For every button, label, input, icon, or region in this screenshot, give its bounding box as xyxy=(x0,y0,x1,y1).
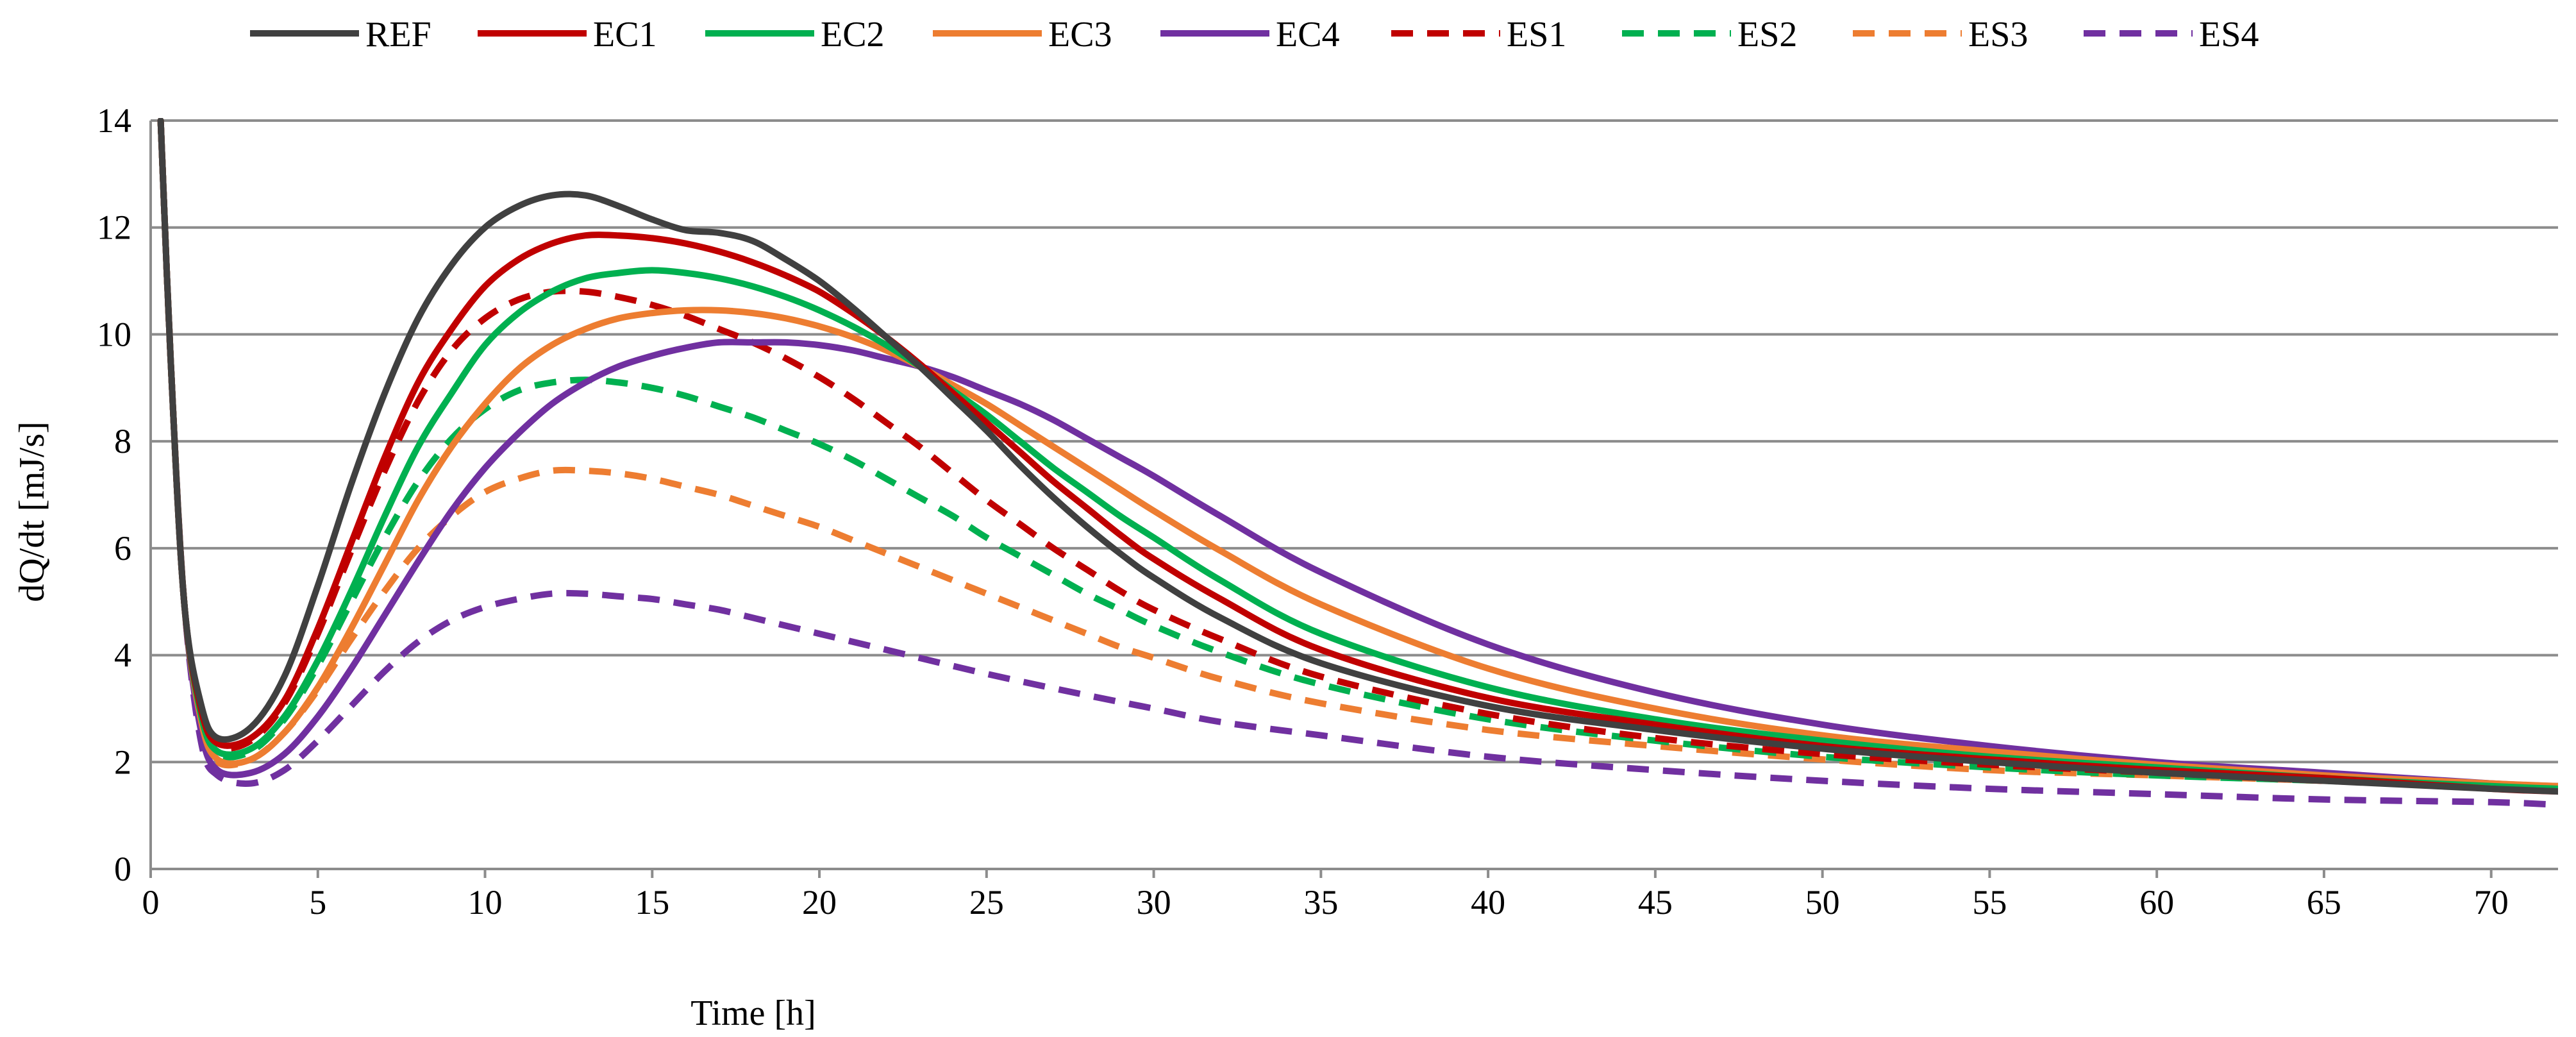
series-lines xyxy=(157,118,2558,808)
x-tick-label: 60 xyxy=(2139,883,2174,922)
legend-item-ec4: EC4 xyxy=(1160,15,1340,55)
x-tick-label: 30 xyxy=(1137,883,1171,922)
y-tick-label: 0 xyxy=(114,850,131,888)
x-tick-label: 5 xyxy=(309,883,326,922)
legend-label-ec2: EC2 xyxy=(821,15,885,55)
x-tick-label: 25 xyxy=(969,883,1004,922)
legend-label-es3: ES3 xyxy=(1968,15,2028,55)
axes xyxy=(149,121,2558,878)
x-tick-label: 10 xyxy=(468,883,503,922)
x-tick-label: 0 xyxy=(142,883,160,922)
legend-label-ref: REF xyxy=(365,15,431,55)
y-tick-label: 10 xyxy=(97,315,131,353)
x-tick-label: 65 xyxy=(2307,883,2341,922)
y-tick-label: 2 xyxy=(114,743,131,781)
legend-label-es2: ES2 xyxy=(1737,15,1797,55)
y-axis-title: dQ/dt [mJ/s] xyxy=(12,421,52,602)
series-line-es3 xyxy=(157,120,2558,790)
series-line-ec4 xyxy=(157,118,2558,789)
y-tick-label: 4 xyxy=(114,636,131,675)
y-tick-label: 12 xyxy=(97,208,131,247)
x-tick-label: 55 xyxy=(1972,883,2007,922)
legend-item-es4: ES4 xyxy=(2084,15,2259,55)
legend-label-ec3: EC3 xyxy=(1048,15,1112,55)
legend: REF EC1 EC2 EC3 EC4 ES1 ES2 ES3 ES4 xyxy=(250,15,2259,55)
x-tick-label: 15 xyxy=(635,883,669,922)
legend-label-es1: ES1 xyxy=(1507,15,1566,55)
series-line-ec2 xyxy=(157,118,2558,792)
gridlines xyxy=(151,119,2558,764)
x-tick-label: 40 xyxy=(1471,883,1505,922)
series-line-es2 xyxy=(157,120,2558,792)
legend-item-es2: ES2 xyxy=(1622,15,1797,55)
x-tick-label: 45 xyxy=(1638,883,1673,922)
legend-label-ec4: EC4 xyxy=(1276,15,1340,55)
series-line-es4 xyxy=(157,120,2558,808)
x-tick-label: 35 xyxy=(1303,883,1338,922)
legend-item-ec1: EC1 xyxy=(478,15,657,55)
y-tick-label: 8 xyxy=(114,422,131,460)
x-tick-label: 50 xyxy=(1805,883,1840,922)
tick-labels: 0 2 4 6 8 10 12 14 0 5 10 15 20 25 30 35 40 45 50 55 60 65 70 xyxy=(97,101,2509,922)
y-tick-label: 14 xyxy=(97,101,131,140)
legend-item-ec3: EC3 xyxy=(933,15,1112,55)
x-axis-title: Time [h] xyxy=(690,993,816,1033)
legend-item-ec2: EC2 xyxy=(705,15,885,55)
legend-item-es3: ES3 xyxy=(1853,15,2028,55)
legend-item-es1: ES1 xyxy=(1391,15,1566,55)
legend-label-ec1: EC1 xyxy=(593,15,657,55)
x-tick-label: 70 xyxy=(2474,883,2509,922)
legend-label-es4: ES4 xyxy=(2199,15,2259,55)
x-tick-label: 20 xyxy=(802,883,837,922)
series-line-ref xyxy=(157,118,2558,795)
series-line-ec3 xyxy=(157,118,2558,789)
legend-item-ref: REF xyxy=(250,15,431,55)
y-tick-label: 6 xyxy=(114,529,131,568)
